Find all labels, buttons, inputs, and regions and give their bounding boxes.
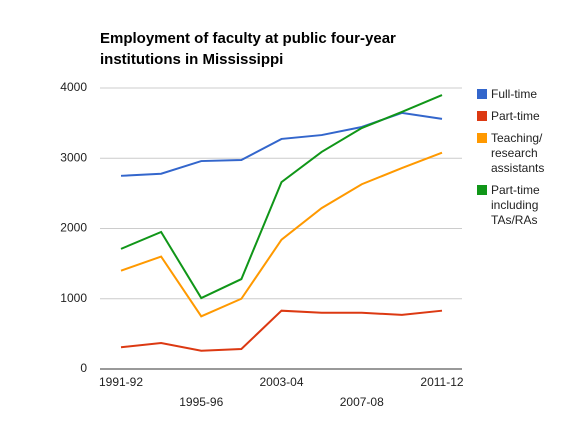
series-line (120, 309, 443, 352)
legend: Full-time Part-time Teaching/ research ass… (477, 87, 569, 235)
legend-label: Full-time (491, 87, 538, 101)
series-line (120, 151, 443, 318)
y-tick-label: 3000 (60, 150, 87, 164)
series-line (120, 111, 443, 177)
legend-label: Part-time including TAs/RAs (491, 183, 540, 227)
y-tick-label: 0 (80, 361, 87, 375)
legend-label: Part-time (491, 109, 540, 123)
x-tick-label: 2011-12 (420, 375, 463, 389)
legend-swatch (477, 185, 487, 195)
legend-swatch (477, 133, 487, 143)
legend-label: Teaching/ research assistants (491, 131, 545, 175)
y-tick-label: 2000 (60, 221, 87, 235)
chart-title: Employment of faculty at public four-yea… (100, 30, 396, 68)
legend-swatch (477, 89, 487, 99)
x-tick-label: 1995-96 (179, 395, 223, 409)
legend-item: Part-time (477, 109, 569, 124)
series-line (120, 94, 443, 300)
y-tick-label: 1000 (60, 291, 87, 305)
legend-swatch (477, 111, 487, 121)
legend-item: Teaching/ research assistants (477, 131, 569, 176)
x-tick-label: 1991-92 (99, 375, 143, 389)
x-tick-label: 2007-08 (340, 395, 384, 409)
y-tick-label: 4000 (60, 80, 87, 94)
x-tick-label: 2003-04 (259, 375, 303, 389)
legend-item: Full-time (477, 87, 569, 102)
legend-item: Part-time including TAs/RAs (477, 183, 569, 228)
